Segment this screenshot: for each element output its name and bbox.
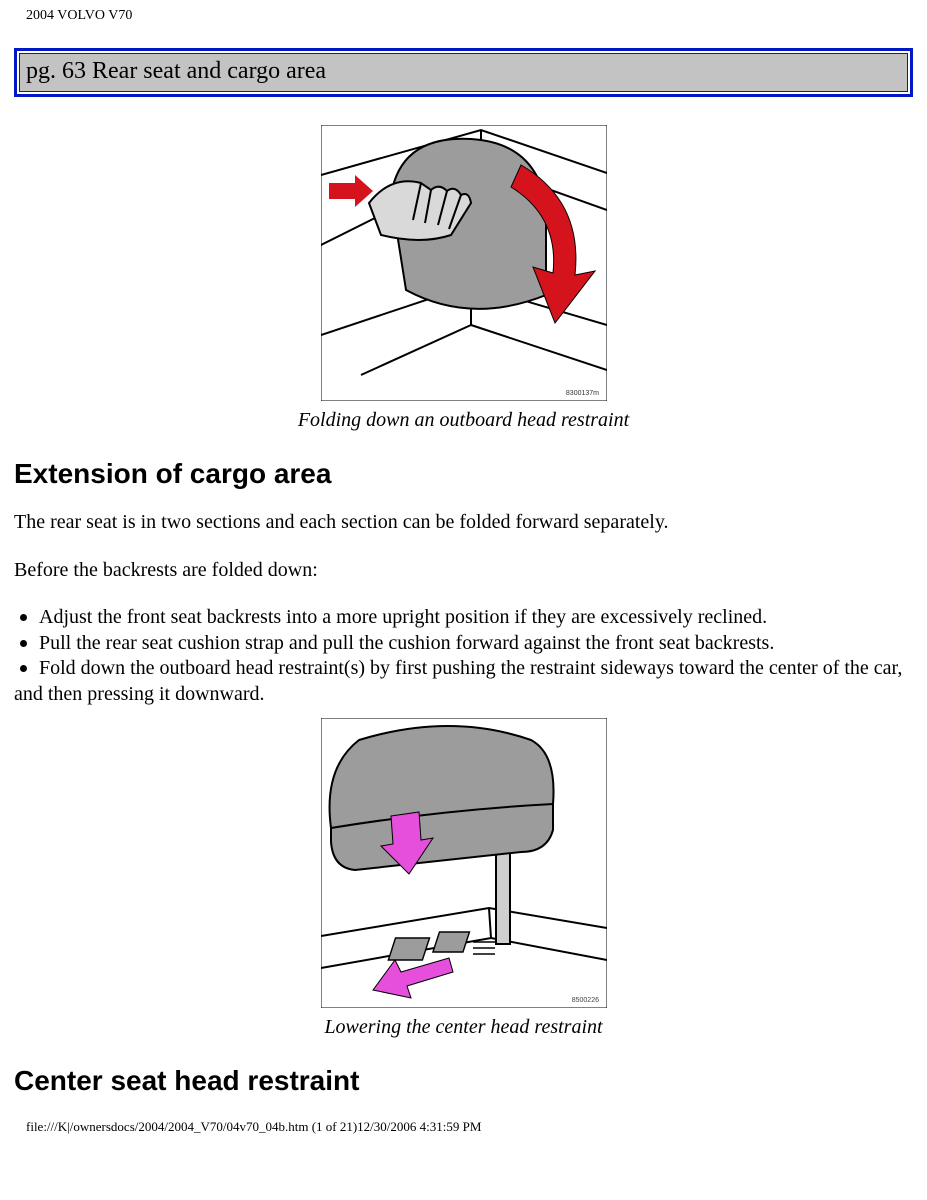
svg-text:8300137m: 8300137m: [565, 390, 598, 397]
list-item: Fold down the outboard head restraint(s)…: [14, 656, 913, 707]
list-item-text: Adjust the front seat backrests into a m…: [39, 606, 767, 628]
figure-fold-headrest-caption: Folding down an outboard head restraint: [14, 409, 913, 432]
heading-center-seat: Center seat head restraint: [14, 1065, 913, 1097]
figure-fold-headrest-image: 8300137m: [321, 125, 607, 401]
bullet-icon: [20, 665, 27, 672]
svg-text:8500226: 8500226: [571, 997, 598, 1004]
page-title: pg. 63 Rear seat and cargo area: [19, 53, 908, 92]
figure-center-headrest-caption: Lowering the center head restraint: [14, 1016, 913, 1039]
page-footer: file:///K|/ownersdocs/2004/2004_V70/04v7…: [26, 1119, 913, 1135]
list-item-text: Fold down the outboard head restraint(s)…: [14, 657, 902, 705]
list-item: Adjust the front seat backrests into a m…: [14, 605, 913, 631]
figure-center-headrest: 8500226 Lowering the center head restrai…: [14, 718, 913, 1039]
figure-center-headrest-image: 8500226: [321, 718, 607, 1008]
paragraph-1: The rear seat is in two sections and eac…: [14, 510, 913, 536]
figure-fold-headrest: 8300137m Folding down an outboard head r…: [14, 125, 913, 432]
list-item-text: Pull the rear seat cushion strap and pul…: [39, 632, 774, 654]
page-title-band: pg. 63 Rear seat and cargo area: [14, 48, 913, 97]
doc-header: 2004 VOLVO V70: [26, 8, 913, 24]
list-item: Pull the rear seat cushion strap and pul…: [14, 631, 913, 657]
heading-extension-cargo: Extension of cargo area: [14, 458, 913, 490]
bullet-icon: [20, 614, 27, 621]
paragraph-2: Before the backrests are folded down:: [14, 558, 913, 584]
bullet-list: Adjust the front seat backrests into a m…: [14, 605, 913, 707]
bullet-icon: [20, 640, 27, 647]
